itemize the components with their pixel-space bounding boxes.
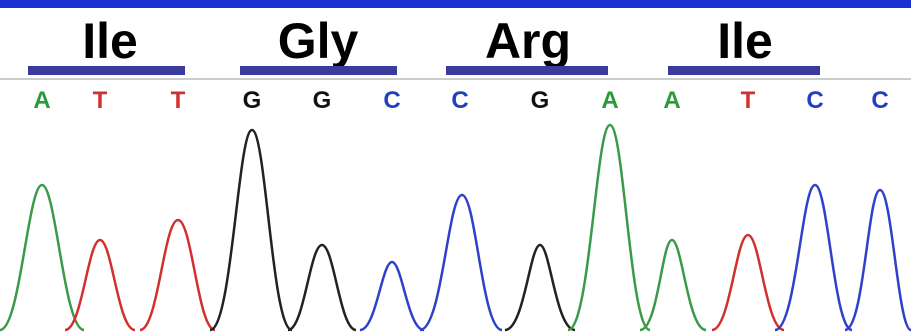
amino-acid: Ile bbox=[82, 13, 138, 69]
base: T bbox=[741, 87, 756, 114]
amino-acid: Gly bbox=[278, 13, 359, 69]
codon-underline bbox=[240, 66, 397, 75]
base: C bbox=[806, 87, 823, 114]
codon-underline bbox=[28, 66, 185, 75]
base: A bbox=[33, 87, 50, 114]
base: C bbox=[451, 87, 468, 114]
base: G bbox=[243, 87, 262, 114]
amino-acid: Arg bbox=[485, 13, 571, 69]
cut-off-heading bbox=[0, 0, 911, 8]
base: G bbox=[531, 87, 550, 114]
base: G bbox=[313, 87, 332, 114]
codon-underline bbox=[668, 66, 820, 75]
base: T bbox=[93, 87, 108, 114]
base: C bbox=[871, 87, 888, 114]
base: T bbox=[171, 87, 186, 114]
base: C bbox=[383, 87, 400, 114]
codon-underline bbox=[446, 66, 608, 75]
amino-acid: Ile bbox=[717, 13, 773, 69]
base: A bbox=[601, 87, 618, 114]
page: Ile Gly Arg Ile A T T G G C C G A A T C … bbox=[0, 0, 911, 335]
chromatogram: Ile Gly Arg Ile A T T G G C C G A A T C … bbox=[0, 0, 911, 335]
base: A bbox=[663, 87, 680, 114]
